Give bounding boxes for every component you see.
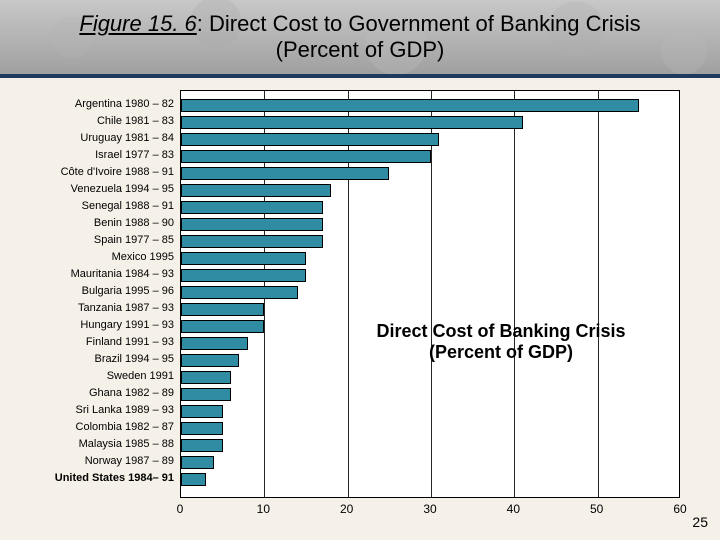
bar — [181, 456, 214, 469]
bar — [181, 235, 323, 248]
bar — [181, 388, 231, 401]
plot-area: Direct Cost of Banking Crisis (Percent o… — [180, 90, 680, 498]
x-tick-label: 60 — [673, 502, 686, 516]
x-axis: 0102030405060 — [180, 498, 680, 522]
bar — [181, 320, 264, 333]
category-label: Colombia 1982 – 87 — [20, 419, 180, 436]
category-label: Tanzania 1987 – 93 — [20, 300, 180, 317]
x-tick-label: 0 — [177, 502, 184, 516]
bar — [181, 303, 264, 316]
bar — [181, 422, 223, 435]
category-label: Hungary 1991 – 93 — [20, 317, 180, 334]
category-label: Venezuela 1994 – 95 — [20, 181, 180, 198]
bar — [181, 337, 248, 350]
x-tick-label: 10 — [257, 502, 270, 516]
category-label: Argentina 1980 – 82 — [20, 96, 180, 113]
bar — [181, 405, 223, 418]
grid-line — [514, 91, 515, 497]
chart-area: Argentina 1980 – 82Chile 1981 – 83Urugua… — [20, 90, 700, 510]
bar — [181, 439, 223, 452]
category-label: Norway 1987 – 89 — [20, 453, 180, 470]
category-label: Chile 1981 – 83 — [20, 113, 180, 130]
category-label: Sweden 1991 — [20, 368, 180, 385]
chart-annotation: Direct Cost of Banking Crisis (Percent o… — [351, 321, 651, 363]
category-label: Sri Lanka 1989 – 93 — [20, 402, 180, 419]
bar — [181, 218, 323, 231]
category-label: Brazil 1994 – 95 — [20, 351, 180, 368]
category-label: Mauritania 1984 – 93 — [20, 266, 180, 283]
category-label: Senegal 1988 – 91 — [20, 198, 180, 215]
category-label: Finland 1991 – 93 — [20, 334, 180, 351]
annotation-line1: Direct Cost of Banking Crisis — [351, 321, 651, 342]
bar — [181, 150, 431, 163]
bar — [181, 269, 306, 282]
bar — [181, 201, 323, 214]
category-label: Israel 1977 – 83 — [20, 147, 180, 164]
bar — [181, 184, 331, 197]
grid-line — [431, 91, 432, 497]
category-label: Spain 1977 – 85 — [20, 232, 180, 249]
figure-subtitle: (Percent of GDP) — [276, 37, 445, 63]
figure-prefix: Figure 15. 6 — [79, 11, 196, 36]
bar — [181, 473, 206, 486]
bar — [181, 167, 389, 180]
bar — [181, 133, 439, 146]
category-label: Côte d'Ivoire 1988 – 91 — [20, 164, 180, 181]
figure-title-rest: : Direct Cost to Government of Banking C… — [197, 11, 641, 36]
category-label: United States 1984– 91 — [20, 470, 180, 487]
bar — [181, 252, 306, 265]
category-label: Malaysia 1985 – 88 — [20, 436, 180, 453]
category-label: Benin 1988 – 90 — [20, 215, 180, 232]
slide-header: Figure 15. 6: Direct Cost to Government … — [0, 0, 720, 78]
bar — [181, 116, 523, 129]
bar — [181, 354, 239, 367]
bar — [181, 286, 298, 299]
bar — [181, 371, 231, 384]
x-tick-label: 50 — [590, 502, 603, 516]
page-number: 25 — [692, 514, 708, 530]
category-label: Bulgaria 1995 – 96 — [20, 283, 180, 300]
category-label: Ghana 1982 – 89 — [20, 385, 180, 402]
figure-title: Figure 15. 6: Direct Cost to Government … — [79, 11, 640, 37]
annotation-line2: (Percent of GDP) — [351, 342, 651, 363]
x-tick-label: 40 — [507, 502, 520, 516]
x-tick-label: 30 — [423, 502, 436, 516]
grid-line — [598, 91, 599, 497]
category-label: Mexico 1995 — [20, 249, 180, 266]
bar — [181, 99, 639, 112]
category-label: Uruguay 1981 – 84 — [20, 130, 180, 147]
x-tick-label: 20 — [340, 502, 353, 516]
